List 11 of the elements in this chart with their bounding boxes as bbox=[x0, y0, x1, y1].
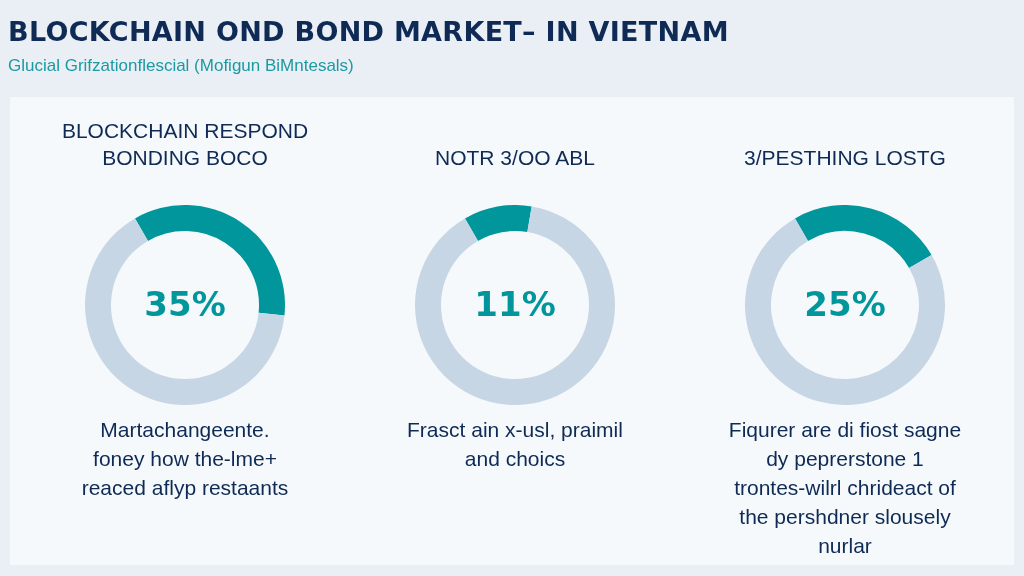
text: Frasct ain x-usl, praimil and choics bbox=[406, 417, 624, 472]
chart-title: 3/PESTHING LOSTG bbox=[743, 145, 947, 171]
text: Fiqurer are di fiost sagne dy peprerstone 1 trontes-wilrl chrideact of the pershdner slousely nurlar bbox=[727, 417, 963, 559]
chart-title: BLOCKCHAIN RESPOND BONDING BOCO bbox=[60, 118, 310, 171]
text: Martachangeente. foney how the-lme+ reaced aflyp restaants bbox=[80, 417, 290, 501]
data-label: 11% bbox=[474, 283, 556, 324]
chart-title: NOTR 3/OO ABL bbox=[434, 145, 596, 171]
text: Glucial Grifzationflescial (Mofigun BiMntesals) bbox=[8, 56, 355, 76]
text: BLOCKCHAIN OND BOND MARKET– IN VIETNAM bbox=[8, 16, 730, 47]
data-label: 35% bbox=[144, 283, 226, 324]
data-label: 25% bbox=[804, 283, 886, 324]
